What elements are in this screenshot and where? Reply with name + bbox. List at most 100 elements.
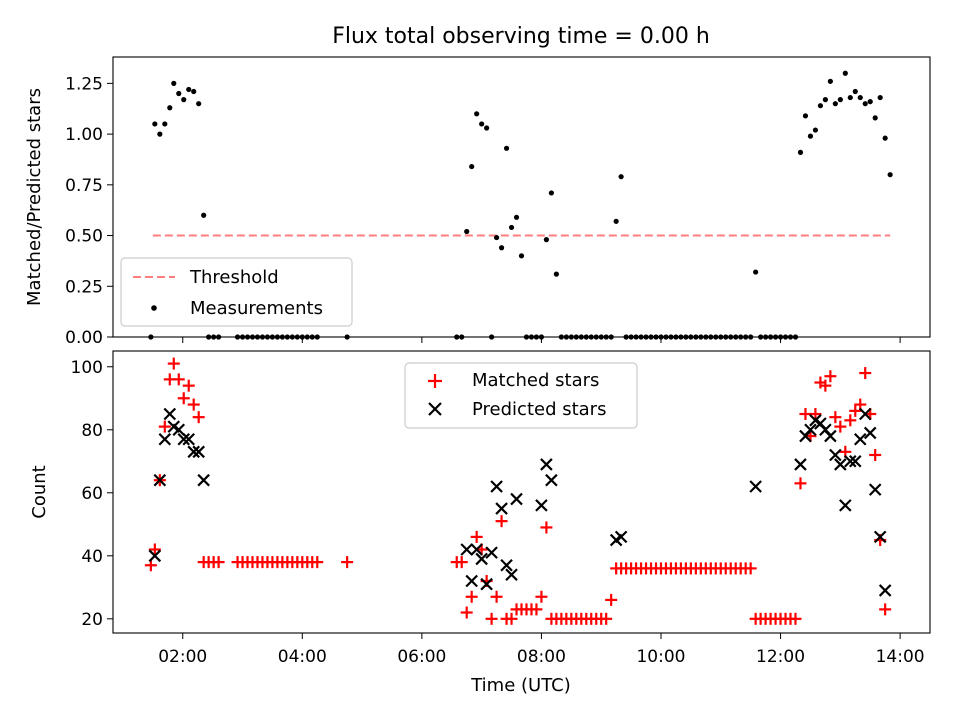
predicted-star-point	[187, 445, 200, 459]
predicted-star-point	[834, 458, 847, 471]
matched-star-point	[490, 590, 503, 603]
predicted-star-point	[614, 530, 628, 544]
bottom-y-axis: 20 40 60 80 100	[71, 358, 113, 630]
predicted-star-point	[844, 455, 857, 468]
predicted-star-point	[163, 407, 177, 421]
measurements-legend-label: Measurements	[190, 298, 323, 319]
predicted-star-point	[839, 499, 852, 512]
matched-star-point	[829, 411, 842, 424]
measurement-point	[877, 94, 883, 101]
matched-star-point	[794, 477, 807, 490]
predicted-star-point	[480, 577, 493, 591]
matched-star-point	[535, 590, 548, 603]
bottom-legend: Matched stars Predicted stars	[404, 362, 638, 429]
matched-star-point	[341, 556, 354, 569]
measurement-point	[807, 133, 814, 139]
predicted-star-point	[540, 458, 553, 471]
measurement-point	[513, 214, 520, 220]
threshold-legend-label: Threshold	[189, 267, 279, 288]
x-tick-label: 04:00	[278, 647, 327, 667]
predicted-star-point	[853, 432, 867, 446]
measurement-point	[196, 101, 202, 107]
measurement-point	[181, 97, 187, 103]
top-y-tick-label: 0.75	[65, 176, 103, 196]
bottom-y-tick-label: 80	[81, 421, 103, 441]
matched-star-point	[182, 379, 195, 392]
measurement-point	[469, 163, 475, 170]
matched-star-point	[187, 398, 200, 411]
bottom-y-tick-label: 40	[81, 547, 103, 567]
predicted-star-point	[490, 480, 503, 493]
predicted-star-point	[510, 492, 523, 506]
matched-star-point	[167, 357, 180, 370]
matched-star-point	[505, 612, 518, 625]
matched-star-point	[470, 530, 483, 543]
predicted-star-point	[460, 543, 473, 556]
matched-star-point	[789, 612, 802, 625]
measurement-point	[498, 245, 505, 251]
measurement-point	[152, 121, 158, 127]
x-tick-label: 12:00	[756, 647, 805, 667]
predicted-star-point	[505, 568, 518, 581]
matched-star-point	[158, 420, 171, 433]
measurement-point	[857, 94, 863, 101]
measurement-point	[157, 131, 163, 137]
measurement-point	[817, 103, 824, 109]
x-axis-label: Time (UTC)	[470, 675, 571, 696]
matched-star-point	[455, 556, 468, 569]
measurement-point	[548, 190, 554, 196]
matched-star-point	[177, 392, 190, 405]
matched-star-point	[540, 521, 553, 534]
matched-star-point	[600, 612, 613, 625]
measurement-point	[503, 145, 510, 151]
bottom-legend-box	[404, 362, 638, 429]
matched-star-point	[869, 448, 882, 461]
predicted-star-point	[158, 432, 172, 446]
predicted-star-point	[172, 423, 186, 437]
x-tick-label: 10:00	[636, 647, 685, 667]
measurement-point	[167, 105, 173, 111]
measurement-point	[827, 78, 833, 84]
matched-star-point	[212, 556, 225, 569]
predicted-star-point	[868, 483, 882, 496]
predicted-star-point	[794, 458, 807, 471]
measurement-point	[797, 149, 804, 155]
x-tick-label: 08:00	[517, 647, 566, 667]
measurement-point	[802, 113, 809, 119]
bottom-y-axis-label: Count	[29, 465, 50, 518]
measurement-point	[543, 237, 550, 243]
measurement-point	[812, 127, 819, 133]
matched-star-point	[879, 603, 892, 616]
matched-star-point	[530, 603, 543, 616]
measurement-point	[484, 125, 490, 131]
matched-star-point	[849, 404, 862, 417]
matched-star-point	[605, 593, 618, 606]
predicted-star-point	[545, 473, 558, 487]
predicted-star-point	[500, 558, 513, 572]
predicted-star-point	[749, 480, 762, 493]
predicted-legend-label: Predicted stars	[472, 399, 606, 420]
matched-star-point	[148, 543, 161, 556]
chart-title: Flux total observing time = 0.00 h	[332, 24, 710, 49]
measurement-point	[464, 228, 470, 235]
top-y-axis: 0.00 0.25 0.50 0.75 1.00 1.25	[65, 74, 113, 348]
measurement-point	[474, 111, 480, 117]
measurement-point	[508, 224, 515, 231]
measurement-point	[822, 97, 828, 103]
predicted-star-point	[824, 429, 837, 443]
measurement-point	[837, 97, 843, 103]
predicted-star-point	[804, 423, 817, 437]
matched-star-point	[819, 379, 832, 392]
x-tick-label: 14:00	[876, 647, 925, 667]
measurement-point	[867, 99, 873, 105]
predicted-star-point	[873, 530, 887, 544]
x-tick-label: 02:00	[158, 647, 207, 667]
matched-star-point	[172, 373, 185, 386]
predicted-star-point	[192, 445, 205, 459]
measurement-point	[887, 172, 893, 178]
measurements-series	[148, 70, 893, 340]
measurement-point	[186, 86, 192, 93]
matched-star-point	[859, 367, 872, 380]
top-y-tick-label: 0.50	[65, 227, 103, 247]
